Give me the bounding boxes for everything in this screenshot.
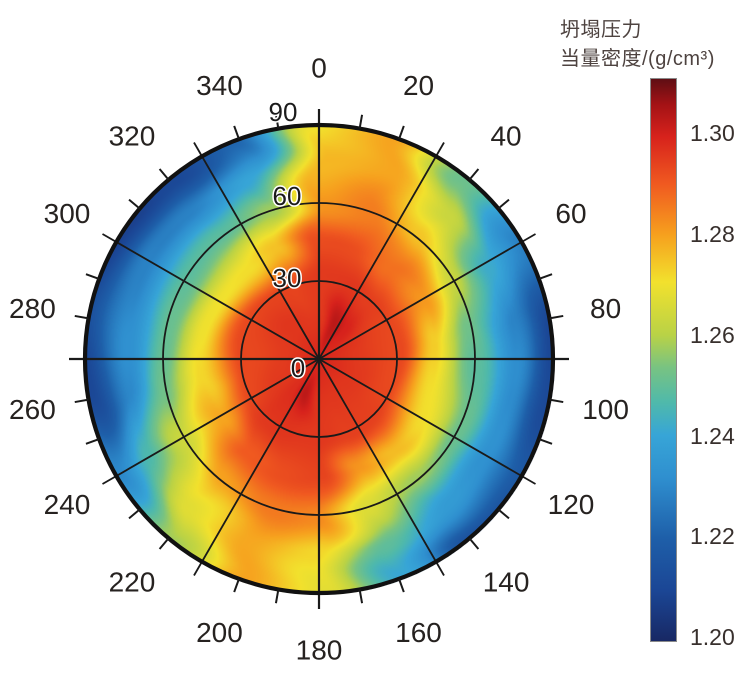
azimuth-tick-170 bbox=[358, 589, 364, 604]
azimuth-tick-160 bbox=[398, 578, 405, 593]
azimuth-label-240: 240 bbox=[44, 489, 91, 520]
azimuth-label-100: 100 bbox=[582, 394, 629, 425]
spoke-60 bbox=[318, 233, 536, 360]
azimuth-label-340: 340 bbox=[196, 70, 243, 101]
azimuth-label-320: 320 bbox=[109, 121, 156, 152]
azimuth-label-280: 280 bbox=[9, 293, 56, 324]
inclination-label-0: 0 bbox=[291, 353, 305, 383]
azimuth-tick-220 bbox=[158, 537, 170, 550]
spoke-150 bbox=[318, 358, 445, 576]
colorbar-title-line1: 坍塌压力 bbox=[560, 19, 642, 41]
azimuth-label-200: 200 bbox=[196, 617, 243, 648]
azimuth-tick-310 bbox=[128, 198, 141, 210]
azimuth-label-140: 140 bbox=[483, 566, 530, 597]
azimuth-label-40: 40 bbox=[490, 121, 521, 152]
azimuth-tick-350 bbox=[274, 114, 280, 129]
azimuth-tick-70 bbox=[538, 273, 553, 280]
azimuth-tick-10 bbox=[358, 114, 364, 129]
azimuth-tick-100 bbox=[549, 398, 564, 404]
azimuth-label-220: 220 bbox=[109, 566, 156, 597]
azimuth-tick-40 bbox=[468, 168, 480, 181]
azimuth-tick-50 bbox=[497, 198, 510, 210]
azimuth-label-20: 20 bbox=[403, 70, 434, 101]
inclination-label-90: 90 bbox=[269, 97, 298, 127]
azimuth-tick-280 bbox=[74, 314, 89, 320]
azimuth-label-60: 60 bbox=[555, 198, 586, 229]
azimuth-tick-110 bbox=[538, 438, 553, 445]
azimuth-tick-20 bbox=[398, 125, 405, 140]
azimuth-tick-290 bbox=[85, 273, 100, 280]
colorbar-tick-1.24: 1.24 bbox=[690, 422, 735, 449]
colorbar-tick-1.26: 1.26 bbox=[690, 321, 735, 348]
colorbar-title: 坍塌压力 当量密度/(g/cm³) bbox=[560, 16, 746, 74]
azimuth-tick-340 bbox=[233, 125, 240, 140]
azimuth-tick-250 bbox=[85, 438, 100, 445]
inclination-label-30: 30 bbox=[273, 263, 302, 293]
colorbar-tick-1.22: 1.22 bbox=[690, 523, 735, 550]
spoke-210 bbox=[193, 358, 320, 576]
colorbar-tick-1.28: 1.28 bbox=[690, 221, 735, 248]
azimuth-tick-130 bbox=[497, 508, 510, 520]
spoke-30 bbox=[318, 142, 445, 360]
outer-ring-90 bbox=[82, 122, 556, 596]
azimuth-label-260: 260 bbox=[9, 394, 56, 425]
azimuth-label-120: 120 bbox=[548, 489, 595, 520]
spoke-120 bbox=[318, 358, 536, 485]
azimuth-label-80: 80 bbox=[590, 293, 621, 324]
azimuth-label-180: 180 bbox=[296, 635, 343, 666]
colorbar-tick-1.30: 1.30 bbox=[690, 120, 735, 147]
spoke-300 bbox=[102, 233, 320, 360]
colorbar-tick-1.20: 1.20 bbox=[690, 623, 735, 650]
azimuth-label-0: 0 bbox=[311, 53, 327, 84]
colorbar-title-line2: 当量密度/(g/cm³) bbox=[560, 48, 715, 70]
colorbar-gradient bbox=[650, 78, 677, 642]
azimuth-tick-200 bbox=[233, 578, 240, 593]
azimuth-tick-320 bbox=[158, 168, 170, 181]
azimuth-tick-190 bbox=[274, 589, 280, 604]
azimuth-tick-230 bbox=[128, 508, 141, 520]
azimuth-label-160: 160 bbox=[395, 617, 442, 648]
azimuth-label-300: 300 bbox=[44, 198, 91, 229]
azimuth-tick-140 bbox=[468, 537, 480, 550]
spoke-330 bbox=[193, 142, 320, 360]
azimuth-tick-80 bbox=[549, 314, 564, 320]
spoke-240 bbox=[102, 358, 320, 485]
azimuth-tick-260 bbox=[74, 398, 89, 404]
inclination-label-60: 60 bbox=[273, 181, 302, 211]
